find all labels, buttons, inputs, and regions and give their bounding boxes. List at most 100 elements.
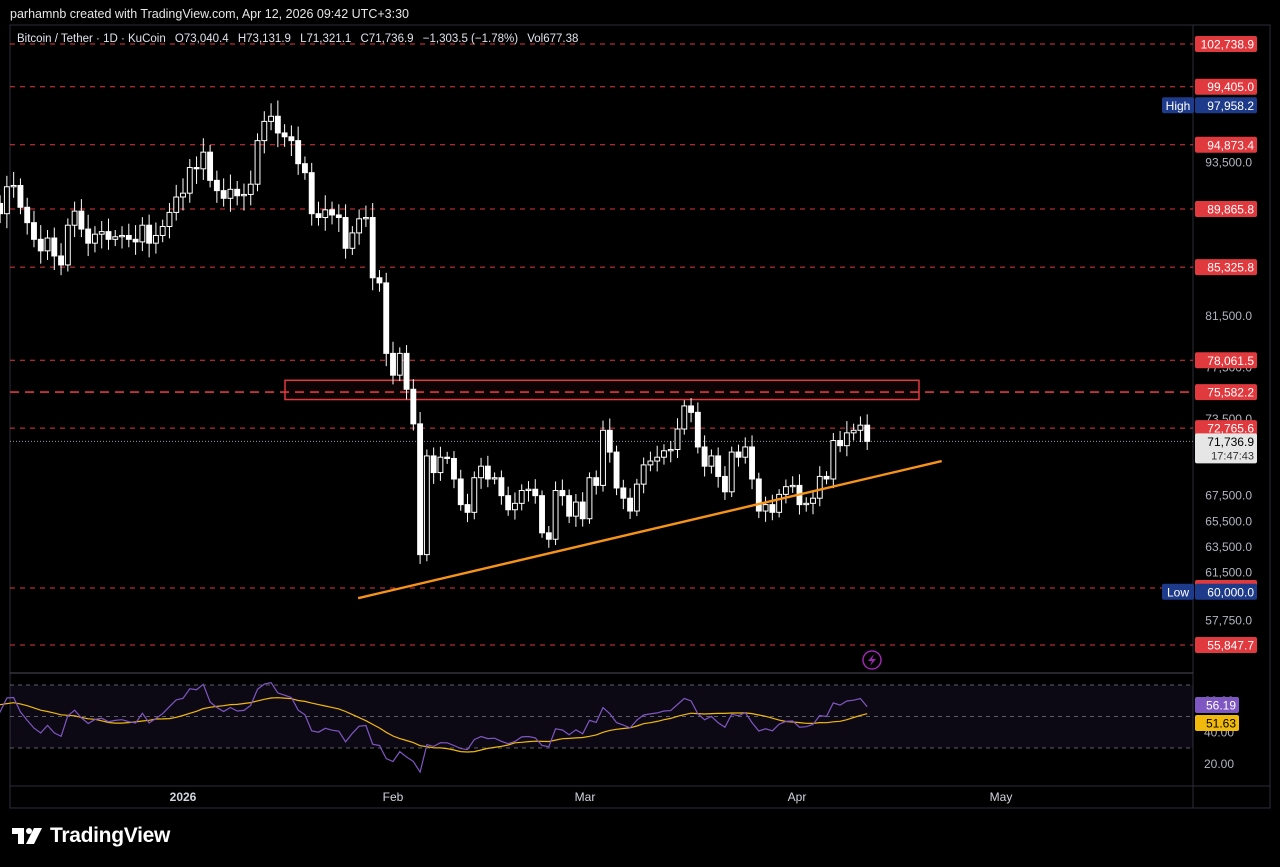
candle-body — [105, 231, 112, 240]
candle-body — [471, 477, 478, 513]
rsi-ma-value-tag-bg — [1195, 715, 1239, 731]
candle-body — [586, 477, 593, 520]
legend-close: C71,736.9 — [360, 33, 414, 45]
trend-layer — [357, 459, 942, 600]
candle-body — [295, 140, 302, 165]
candle-body — [478, 465, 485, 479]
level-tag-label: 55,847.7 — [1207, 639, 1254, 653]
candle-body — [254, 140, 261, 185]
candle-body — [213, 179, 220, 192]
candle-body — [627, 497, 634, 512]
price-tick-label: 93,500.0 — [1205, 155, 1252, 169]
candle-body — [674, 428, 681, 451]
candle-body — [37, 238, 44, 252]
rsi-ma-line — [0, 697, 868, 753]
candle-body — [498, 477, 505, 497]
candle-body — [51, 237, 58, 257]
candle-body — [0, 202, 4, 215]
level-tag-label: 94,873.4 — [1207, 138, 1254, 152]
lightning-icon[interactable] — [862, 650, 882, 670]
candle-body — [98, 231, 105, 235]
price-tick-label: 61,500.0 — [1205, 566, 1252, 580]
candles-layer — [0, 100, 871, 564]
candle-body — [810, 497, 816, 504]
level-tags-layer: 102,738.9 99,405.0 94,873.4 89,865.8 85,325.… — [1162, 36, 1257, 653]
time-tick-label: Mar — [575, 790, 596, 804]
chart-header: parhamnb created with TradingView.com, A… — [10, 7, 409, 21]
candle-body — [423, 455, 430, 556]
candle-body — [742, 446, 749, 458]
candle-body — [417, 423, 424, 556]
candle-body — [572, 501, 579, 517]
level-tag-label: 78,061.5 — [1207, 354, 1254, 368]
candle-body — [369, 217, 376, 279]
low-marker-value-bg — [1195, 583, 1257, 600]
candle-body — [132, 238, 139, 243]
candle-body — [539, 495, 545, 534]
candle-body — [559, 490, 566, 497]
candle-body — [207, 151, 214, 181]
candle-body — [3, 186, 10, 215]
candle-body — [241, 193, 247, 197]
candle-body — [376, 277, 383, 284]
candle-body — [31, 222, 37, 240]
candle-body — [261, 120, 268, 142]
candle-body — [112, 236, 119, 240]
candle-body — [762, 504, 769, 512]
price-tick-label: 65,500.0 — [1205, 514, 1252, 528]
candle-body — [146, 224, 153, 244]
candle-body — [139, 224, 146, 243]
last-price-value: 71,736.9 — [1207, 435, 1254, 449]
candle-body — [457, 478, 464, 506]
last-price-countdown: 17:47:43 — [1211, 450, 1254, 462]
legend-symbol[interactable]: Bitcoin / Tether · 1D · KuCoin — [17, 33, 166, 45]
candle-body — [173, 196, 180, 213]
candle-body — [613, 451, 620, 489]
price-tick-label: 67,500.0 — [1205, 489, 1252, 503]
candle-body — [288, 136, 295, 142]
candle-body — [464, 504, 471, 513]
candle-body — [864, 424, 871, 442]
candle-body — [362, 217, 369, 220]
candle-body — [749, 446, 755, 480]
legend-low: L71,321.1 — [300, 33, 352, 45]
candle-body — [234, 188, 241, 197]
resistance-zone — [284, 379, 920, 401]
candle-body — [505, 495, 512, 511]
legend-change: −1,303.5 (−1.78%) — [422, 33, 519, 45]
price-tick-label: 63,500.0 — [1205, 540, 1252, 554]
candle-body — [390, 352, 396, 376]
candle-body — [721, 475, 728, 493]
candle-body — [335, 214, 342, 219]
level-tag — [1195, 136, 1257, 153]
price-tick-label: 57,750.0 — [1205, 614, 1252, 628]
candle-body — [782, 486, 789, 495]
candle-body — [247, 183, 254, 195]
candle-body — [410, 388, 417, 425]
time-tick-label: Apr — [788, 790, 807, 804]
high-marker-value-bg — [1195, 97, 1257, 114]
candle-body — [125, 234, 132, 240]
tradingview-logo[interactable]: TradingView — [12, 824, 170, 848]
time-tick-label: May — [990, 790, 1013, 804]
candle-body — [776, 493, 783, 513]
candle-body — [315, 213, 322, 219]
candle-body — [654, 456, 661, 462]
candle-body — [152, 234, 159, 244]
chart-frame — [9, 24, 1271, 809]
candle-body — [640, 464, 647, 485]
candle-body — [837, 440, 844, 447]
candle-body — [579, 501, 586, 520]
rsi-value-tag: 56.19 — [1206, 699, 1236, 713]
candle-body — [755, 478, 762, 512]
price-tick-label: 81,500.0 — [1205, 309, 1252, 323]
candle-body — [600, 429, 606, 486]
candle-body — [342, 217, 349, 249]
candle-body — [78, 210, 85, 230]
candle-body — [518, 490, 525, 504]
candle-body — [301, 163, 308, 174]
candle-body — [830, 440, 837, 480]
candle-body — [166, 211, 173, 227]
